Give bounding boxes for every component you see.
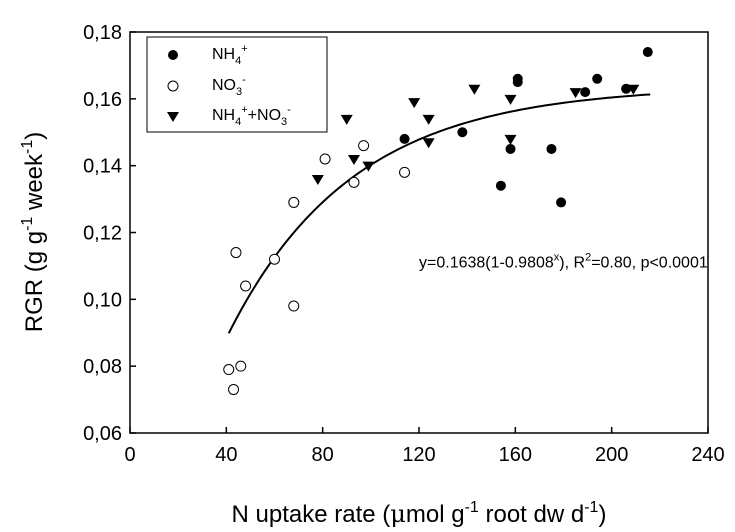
y-tick-label: 0,12 xyxy=(83,223,122,245)
point-no3 xyxy=(228,384,240,396)
point-no3 xyxy=(358,140,370,152)
point-no3 xyxy=(240,280,252,292)
legend-label-mixed: NH4++NO3- xyxy=(212,104,291,128)
y-tick-label: 0,18 xyxy=(83,22,122,44)
y-tick-label: 0,06 xyxy=(83,423,122,445)
point-no3 xyxy=(230,247,242,259)
legend-label-no3: NO3- xyxy=(212,74,246,98)
legend: NH4+ NO3- NH4++NO3- xyxy=(146,36,328,133)
point-mixed xyxy=(408,98,421,109)
point-nh4 xyxy=(592,73,603,84)
point-nh4 xyxy=(546,143,557,154)
point-mixed xyxy=(627,84,640,95)
legend-marker-nh4 xyxy=(168,50,178,60)
point-mixed xyxy=(422,114,435,125)
point-nh4 xyxy=(457,127,468,138)
legend-label-nh4: NH4+ xyxy=(212,43,248,67)
point-mixed xyxy=(504,134,517,145)
point-mixed xyxy=(569,88,582,99)
x-tick-label: 0 xyxy=(124,444,135,466)
point-nh4 xyxy=(495,180,506,191)
legend-marker-mixed xyxy=(167,112,179,122)
point-no3 xyxy=(288,196,300,208)
point-mixed xyxy=(347,154,360,165)
point-mixed xyxy=(340,114,353,125)
fit-equation: y=0.1638(1-0.9808x), R2=0.80, p<0.0001 xyxy=(419,252,708,272)
x-tick-label: 200 xyxy=(595,444,628,466)
fit-curve xyxy=(227,93,651,334)
y-axis: 0,06 0,08 0,10 0,12 0,14 0,16 0,18 xyxy=(83,22,136,445)
point-mixed xyxy=(468,84,481,95)
y-tick-label: 0,10 xyxy=(83,289,122,311)
point-no3 xyxy=(319,153,331,165)
point-no3 xyxy=(399,166,411,178)
point-mixed xyxy=(504,94,517,105)
y-tick-label: 0,08 xyxy=(83,356,122,378)
data-points xyxy=(223,47,653,396)
point-mixed xyxy=(311,175,324,186)
point-nh4 xyxy=(642,47,653,58)
y-tick-label: 0,16 xyxy=(83,89,122,111)
x-tick-label: 120 xyxy=(402,444,435,466)
point-no3 xyxy=(288,300,300,312)
legend-marker-no3 xyxy=(167,80,179,92)
point-nh4 xyxy=(556,197,567,208)
point-nh4 xyxy=(399,133,410,144)
y-axis-title: RGR (g g-1 week-1) xyxy=(19,132,48,333)
x-tick-label: 40 xyxy=(215,444,237,466)
point-mixed xyxy=(422,138,435,149)
x-tick-label: 80 xyxy=(312,444,334,466)
point-nh4 xyxy=(505,143,516,154)
y-tick-label: 0,14 xyxy=(83,156,122,178)
point-no3 xyxy=(223,364,235,376)
point-no3 xyxy=(235,360,247,372)
point-nh4 xyxy=(512,73,523,84)
point-nh4 xyxy=(580,87,591,98)
point-no3 xyxy=(348,176,360,188)
x-axis-title: N uptake rate (μmol g-1 root dw d-1) xyxy=(232,499,607,528)
point-no3 xyxy=(269,253,280,265)
x-tick-label: 160 xyxy=(499,444,532,466)
x-axis: 0 40 80 120 160 200 240 xyxy=(124,427,725,466)
point-mixed xyxy=(362,161,375,172)
x-tick-label: 240 xyxy=(691,444,724,466)
